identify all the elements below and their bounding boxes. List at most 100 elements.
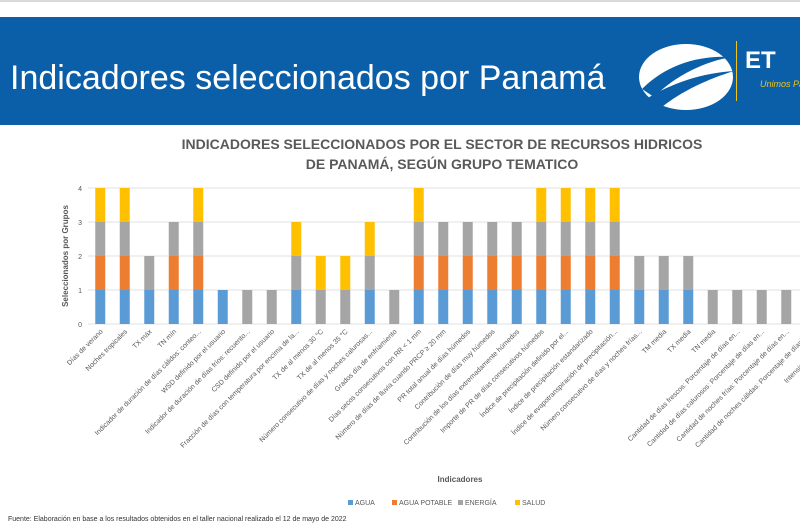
bar-segment bbox=[487, 290, 498, 324]
bars bbox=[95, 188, 792, 324]
bar-segment bbox=[144, 290, 155, 324]
bar-segment bbox=[364, 256, 375, 290]
bar-segment bbox=[560, 256, 571, 290]
bar-segment bbox=[193, 256, 204, 290]
legend-swatch bbox=[392, 500, 397, 505]
logo-tagline: Unimos Pa bbox=[760, 79, 800, 89]
chart-container: INDICADORES SELECCIONADOS POR EL SECTOR … bbox=[0, 125, 800, 515]
bar-segment bbox=[609, 256, 620, 290]
bar-segment bbox=[487, 222, 498, 256]
bar-segment bbox=[389, 290, 400, 324]
bar-segment bbox=[634, 290, 645, 324]
x-tick-label: Índice de precipitación definido por el.… bbox=[478, 327, 570, 419]
bar-segment bbox=[658, 290, 669, 324]
bar-segment bbox=[193, 188, 204, 222]
bar-segment bbox=[756, 290, 767, 324]
bar-segment bbox=[609, 290, 620, 324]
bar-segment bbox=[609, 222, 620, 256]
bar-segment bbox=[585, 188, 596, 222]
bar-segment bbox=[585, 290, 596, 324]
legend-swatch bbox=[515, 500, 520, 505]
top-border-line bbox=[0, 0, 800, 2]
y-axis-label: Seleccionados por Grupos bbox=[61, 205, 70, 307]
bar-segment bbox=[95, 290, 106, 324]
legend-label: AGUA POTABLE bbox=[399, 500, 452, 507]
legend-label: SALUD bbox=[522, 500, 545, 507]
x-tick-label: Cantidad de días calurosos: Porcentaje d… bbox=[646, 328, 766, 448]
bar-segment bbox=[560, 290, 571, 324]
bar-segment bbox=[536, 188, 547, 222]
legend-swatch bbox=[458, 500, 463, 505]
bar-segment bbox=[364, 290, 375, 324]
bar-segment bbox=[291, 222, 302, 256]
y-tick-label: 0 bbox=[78, 322, 82, 329]
legend-swatch bbox=[348, 500, 353, 505]
bar-segment bbox=[511, 290, 522, 324]
x-tick-label: TX máx bbox=[132, 328, 154, 350]
bar-segment bbox=[462, 290, 473, 324]
bar-segment bbox=[585, 256, 596, 290]
bar-segment bbox=[340, 256, 351, 290]
x-tick-label: TN mín bbox=[157, 328, 178, 349]
bar-segment bbox=[462, 256, 473, 290]
bar-segment bbox=[536, 222, 547, 256]
bar-segment bbox=[560, 188, 571, 222]
x-tick-label: Fracción de días con temperatura por enc… bbox=[180, 328, 301, 449]
bar-segment bbox=[217, 290, 228, 324]
bar-segment bbox=[315, 290, 326, 324]
bar-segment bbox=[487, 256, 498, 290]
bar-segment bbox=[119, 290, 130, 324]
source-footnote: Fuente: Elaboración en base a los result… bbox=[8, 516, 347, 523]
bar-segment bbox=[193, 290, 204, 324]
slide-title: Indicadores seleccionados por Panamá bbox=[10, 59, 606, 97]
bar-segment bbox=[95, 222, 106, 256]
bar-segment bbox=[609, 188, 620, 222]
bar-segment bbox=[634, 256, 645, 290]
bar-segment bbox=[707, 290, 718, 324]
legend-label: ENERGÍA bbox=[465, 498, 497, 507]
legend: AGUA AGUA POTABLE ENERGÍA SALUD bbox=[348, 498, 545, 507]
bar-segment bbox=[536, 256, 547, 290]
logo-divider bbox=[736, 41, 737, 101]
bar-segment bbox=[438, 256, 449, 290]
bar-segment bbox=[242, 290, 253, 324]
bar-segment bbox=[315, 256, 326, 290]
bar-segment bbox=[168, 290, 179, 324]
bar-segment bbox=[585, 222, 596, 256]
bar-segment bbox=[193, 222, 204, 256]
bar-segment bbox=[119, 222, 130, 256]
bar-segment bbox=[683, 290, 694, 324]
legend-label: AGUA bbox=[355, 500, 375, 507]
bar-segment bbox=[511, 256, 522, 290]
bar-segment bbox=[291, 290, 302, 324]
globe-swoosh-logo-icon bbox=[639, 44, 734, 110]
bar-segment bbox=[413, 222, 424, 256]
bar-segment bbox=[291, 256, 302, 290]
bar-segment bbox=[438, 290, 449, 324]
stacked-bar-chart: INDICADORES SELECCIONADOS POR EL SECTOR … bbox=[61, 136, 800, 507]
logo-text: ET bbox=[745, 47, 776, 74]
x-tick-label: Número consecutivo de días y noches calu… bbox=[259, 328, 375, 444]
bar-segment bbox=[536, 290, 547, 324]
bar-segment bbox=[438, 222, 449, 256]
bar-segment bbox=[683, 256, 694, 290]
bar-segment bbox=[168, 222, 179, 256]
bar-segment bbox=[364, 222, 375, 256]
bar-segment bbox=[560, 222, 571, 256]
x-tick-label: Cantidad de días frescos: Porcentaje de … bbox=[627, 328, 742, 443]
y-tick-label: 2 bbox=[78, 254, 82, 261]
bar-segment bbox=[119, 256, 130, 290]
y-axis-ticks: 0 1 2 3 4 bbox=[78, 186, 82, 329]
bar-segment bbox=[658, 256, 669, 290]
x-tick-label: TM media bbox=[641, 328, 668, 355]
x-tick-label: TX media bbox=[667, 328, 693, 354]
bar-segment bbox=[732, 290, 743, 324]
bar-segment bbox=[413, 290, 424, 324]
x-tick-label: Días secos consecutivos con RR < 1 mm bbox=[328, 328, 423, 423]
bar-segment bbox=[95, 256, 106, 290]
title-banner: Indicadores seleccionados por Panamá ET … bbox=[0, 17, 800, 125]
bar-segment bbox=[511, 222, 522, 256]
x-tick-label: Cantidad de noches frías: Porcentaje de … bbox=[676, 328, 791, 443]
x-tick-label: Contribución de los días extremadamente … bbox=[403, 328, 522, 447]
